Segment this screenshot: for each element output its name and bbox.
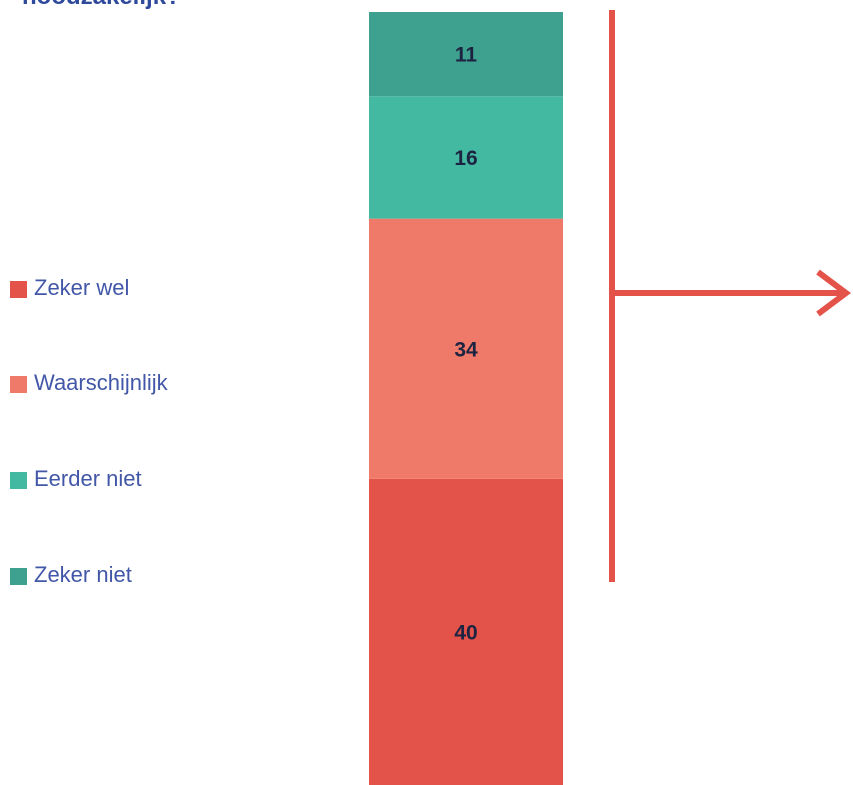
legend-swatch xyxy=(10,472,27,489)
arrow-head xyxy=(816,269,851,317)
legend-label: Eerder niet xyxy=(34,466,142,491)
bar-segment xyxy=(369,12,563,97)
value-label: 11 xyxy=(455,44,478,67)
value-label: 16 xyxy=(454,147,477,170)
legend-label: Zeker niet xyxy=(34,562,132,587)
value-label: 40 xyxy=(454,621,477,644)
chart-title: noodzakelijk? xyxy=(22,0,181,10)
legend-swatch xyxy=(10,376,27,393)
bracket-arrow xyxy=(609,10,851,582)
legend-label: Waarschijnlijk xyxy=(34,370,169,395)
value-label: 34 xyxy=(454,338,478,361)
legend-swatch xyxy=(10,568,27,585)
legend-label: Zeker wel xyxy=(34,275,129,300)
bar-segment xyxy=(369,96,563,219)
bar-segment xyxy=(369,218,563,479)
bar-segment xyxy=(369,478,563,785)
legend-swatch xyxy=(10,281,27,298)
